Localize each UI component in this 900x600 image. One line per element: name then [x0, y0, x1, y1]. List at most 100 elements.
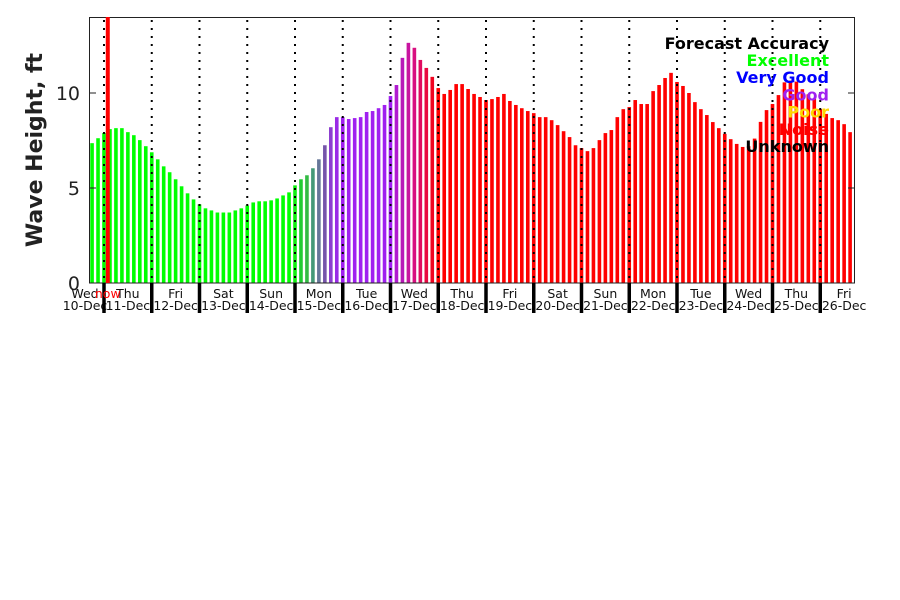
x-tick-day: Mon [306, 286, 332, 301]
bar [484, 100, 488, 283]
x-tick-day: Sun [259, 286, 283, 301]
bar [514, 104, 518, 283]
bar [734, 143, 739, 283]
bar [275, 198, 279, 283]
x-tick-day: Wed [401, 286, 428, 301]
bar [788, 80, 793, 284]
bar [687, 93, 691, 283]
bar [442, 93, 447, 283]
x-tick-date: 10-Dec [63, 298, 108, 313]
bar [657, 85, 661, 284]
bar [490, 99, 494, 283]
x-tick-day: Fri [168, 286, 183, 301]
bar [281, 195, 285, 283]
bar [639, 104, 643, 284]
bar [681, 85, 685, 283]
x-tick-day: Tue [689, 286, 712, 301]
bar [340, 117, 345, 283]
x-tick-day: Fri [502, 286, 517, 301]
bar [155, 159, 160, 283]
bar [424, 67, 429, 283]
bar [460, 84, 464, 283]
legend-entry: Poor [787, 103, 829, 122]
bar [364, 112, 369, 283]
bar [543, 117, 548, 283]
bar [675, 81, 679, 283]
bar [520, 108, 524, 283]
x-tick-day: Tue [355, 286, 378, 301]
bar [287, 192, 291, 283]
bar [293, 185, 297, 283]
bar [800, 89, 805, 283]
bar [663, 77, 667, 284]
bar [699, 109, 703, 284]
legend-entry: Good [782, 85, 829, 104]
x-tick-date: 14-Dec [249, 298, 294, 313]
bar [203, 208, 208, 283]
bar [143, 146, 148, 283]
bar [406, 42, 411, 284]
bar [830, 118, 834, 283]
bar [776, 95, 781, 283]
bar [263, 201, 267, 283]
x-tick-day: Sun [593, 286, 617, 301]
bar [621, 109, 626, 284]
bar [221, 212, 226, 283]
bar [555, 125, 560, 283]
bar [549, 120, 554, 283]
bar [251, 202, 256, 283]
bar [382, 104, 387, 283]
x-tick-date: 24-Dec [726, 298, 771, 313]
bar [334, 117, 339, 283]
bar [233, 210, 238, 283]
bar [269, 200, 273, 283]
bar [740, 146, 745, 283]
bar [508, 100, 512, 283]
legend-entry: Noise [779, 120, 829, 139]
legend-title: Forecast Accuracy [665, 34, 830, 53]
bar [418, 59, 423, 283]
bar [537, 117, 542, 283]
bar [466, 89, 470, 283]
bar [806, 94, 811, 283]
bar [561, 131, 566, 283]
bar [185, 193, 190, 283]
bar [711, 122, 715, 283]
bar [496, 96, 500, 284]
bar [722, 133, 727, 283]
x-tick-day: Wed [71, 286, 98, 301]
bar [358, 117, 363, 283]
bar [161, 166, 166, 283]
bar [108, 129, 112, 283]
bar [669, 72, 673, 283]
x-tick-date: 26-Dec [822, 298, 867, 313]
bar [502, 93, 506, 283]
bar [305, 175, 309, 283]
bar [430, 76, 435, 283]
x-tick-day: Wed [735, 286, 762, 301]
x-tick-date: 22-Dec [631, 298, 676, 313]
bar [716, 128, 721, 283]
bar [824, 113, 829, 284]
bar [311, 168, 315, 283]
bar [114, 128, 118, 283]
bar [138, 140, 142, 283]
bar [782, 82, 787, 283]
x-tick-day: Sat [213, 286, 234, 301]
x-tick-day: Thu [784, 286, 808, 301]
now-line [105, 17, 110, 283]
x-tick-date: 15-Dec [297, 298, 342, 313]
y-axis: 0 5 10 [56, 83, 855, 295]
bar [400, 57, 405, 283]
bar [794, 81, 799, 283]
bar [752, 138, 757, 283]
now-label: now [95, 286, 121, 301]
bar [215, 212, 220, 283]
bar [836, 120, 840, 283]
bar [591, 148, 596, 283]
bar [209, 210, 214, 283]
bar [728, 139, 733, 283]
x-tick-date: 25-Dec [774, 298, 819, 313]
bar [812, 98, 817, 283]
x-tick-date: 23-Dec [679, 298, 724, 313]
